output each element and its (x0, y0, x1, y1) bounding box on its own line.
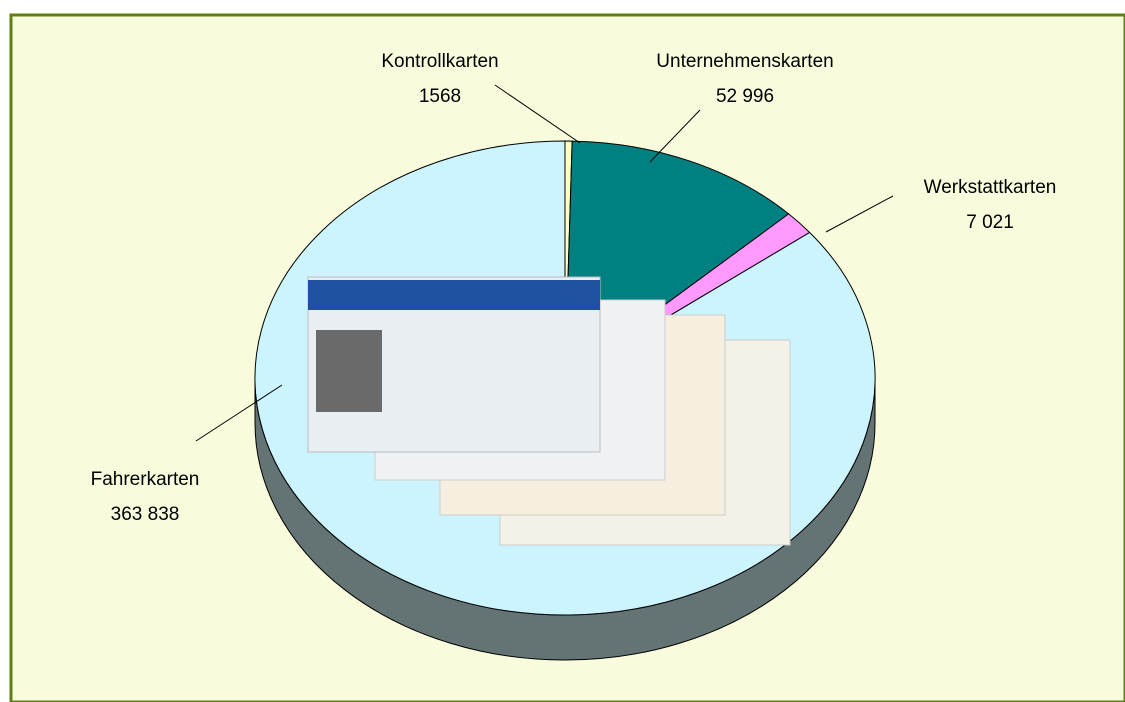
leader-line (494, 84, 581, 144)
category-label: Kontrollkarten (381, 51, 498, 72)
value-label: 52 996 (716, 86, 774, 107)
value-label: 363 838 (111, 504, 180, 525)
category-label: Fahrerkarten (91, 469, 200, 490)
card-photo (316, 330, 382, 412)
labels: Kontrollkarten 1568 Unternehmenskarten 52 9… (91, 51, 1057, 525)
leader-line (195, 384, 283, 442)
card-header (308, 280, 600, 310)
category-label: Werkstattkarten (924, 177, 1057, 198)
value-label: 7 021 (966, 212, 1014, 233)
card-images (307, 276, 791, 546)
leader-line (649, 109, 701, 163)
value-label: 1568 (419, 86, 461, 107)
leader-line (825, 195, 894, 233)
category-label: Unternehmenskarten (656, 51, 833, 72)
